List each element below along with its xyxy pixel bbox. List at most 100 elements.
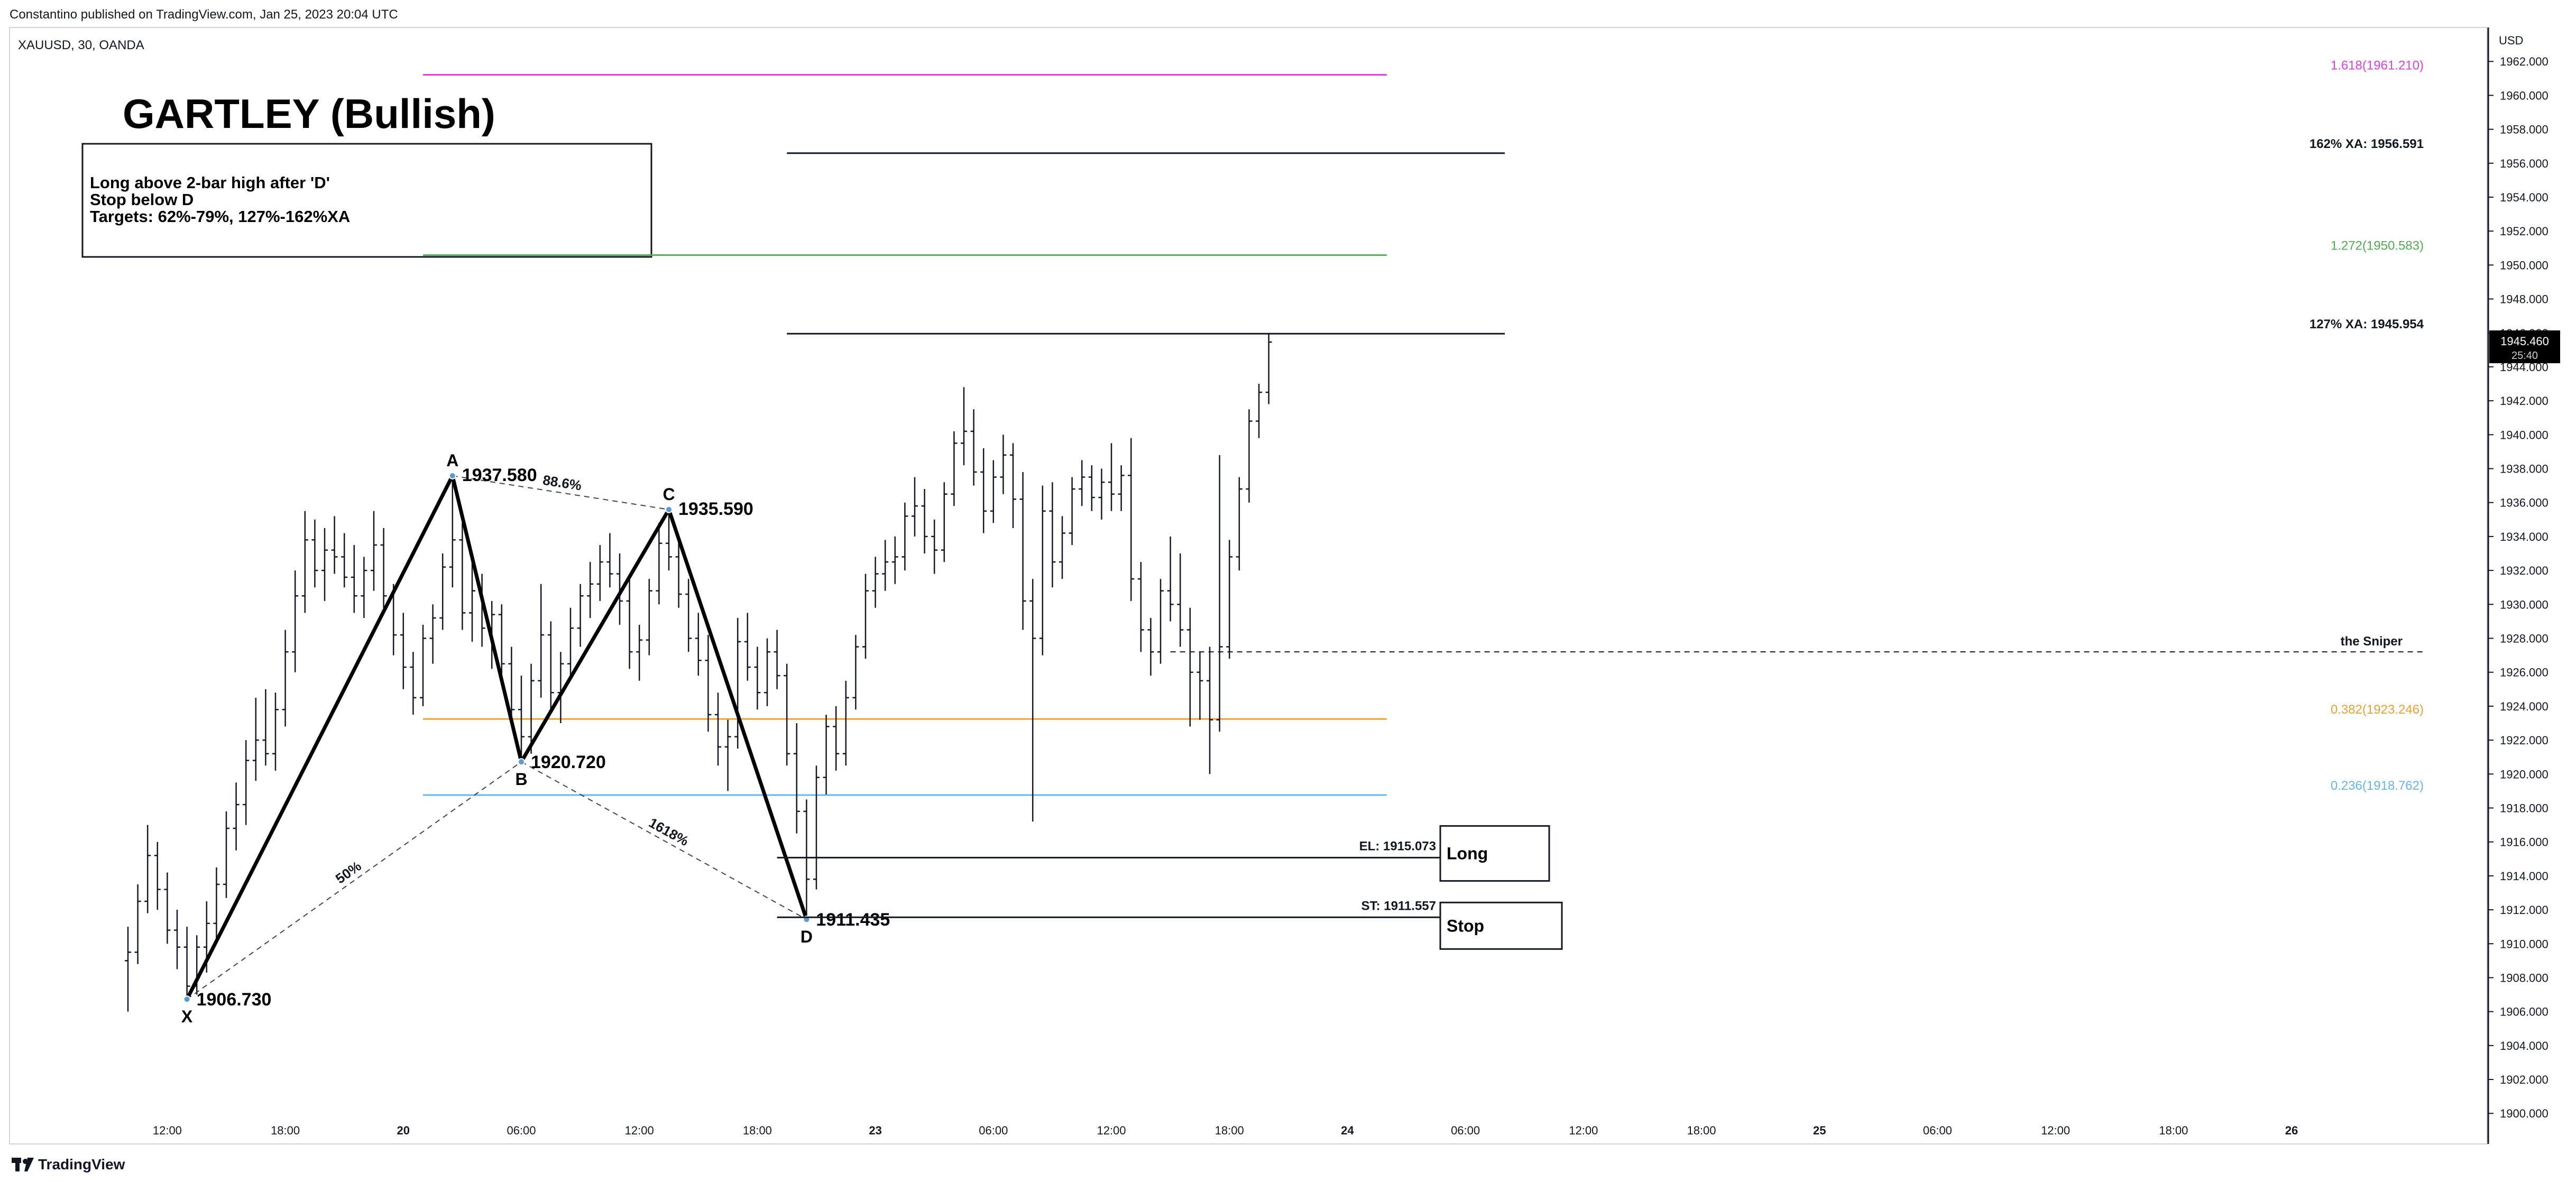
chart-title: GARTLEY (Bullish) — [123, 90, 495, 137]
y-tick-label: 1950.000 — [2500, 258, 2549, 272]
currency-label: USD — [2499, 34, 2523, 47]
logo-mark-slash — [24, 1158, 34, 1171]
y-tick-label: 1908.000 — [2500, 971, 2549, 984]
pivot-point — [448, 472, 456, 480]
ratio-label: 50% — [333, 858, 364, 887]
tradingview-logo: TradingView — [12, 1156, 125, 1172]
y-tick-label: 1902.000 — [2500, 1073, 2549, 1086]
y-tick-label: 1958.000 — [2500, 123, 2549, 136]
pivot-letter: D — [801, 927, 813, 946]
symbol-label: XAUUSD, 30, OANDA — [18, 38, 144, 52]
y-tick-label: 1936.000 — [2500, 496, 2549, 510]
x-tick-label: 23 — [869, 1124, 881, 1137]
y-tick-label: 1906.000 — [2500, 1005, 2549, 1019]
pivot-value: 1937.580 — [462, 465, 537, 485]
x-tick-label: 24 — [1341, 1124, 1354, 1137]
x-tick-label: 25 — [1813, 1124, 1826, 1137]
y-tick-label: 1942.000 — [2500, 394, 2549, 408]
pivot-letter: C — [663, 485, 675, 504]
y-tick-label: 1938.000 — [2500, 463, 2549, 476]
level-label: 0.236(1918.762) — [2331, 779, 2424, 793]
entry-box-label: Long — [1447, 844, 1488, 863]
x-tick-label: 18:00 — [2159, 1124, 2188, 1137]
note-box[interactable] — [81, 143, 652, 258]
note-line-2: Stop below D — [90, 190, 194, 209]
y-tick-label: 1934.000 — [2500, 530, 2549, 543]
y-tick-label: 1924.000 — [2500, 700, 2549, 713]
footer-brand: TradingView — [38, 1156, 125, 1172]
y-tick-label: 1956.000 — [2500, 157, 2549, 170]
y-tick-label: 1922.000 — [2500, 734, 2549, 747]
x-tick-label: 12:00 — [625, 1124, 654, 1137]
pattern-leg — [519, 507, 671, 764]
x-tick-label: 06:00 — [979, 1124, 1008, 1137]
level-label: 162% XA: 1956.591 — [2310, 137, 2424, 151]
y-tick-label: 1928.000 — [2500, 632, 2549, 645]
x-tick-label: 18:00 — [743, 1124, 772, 1137]
stop-box-label: Stop — [1447, 916, 1484, 935]
x-tick-label: 20 — [397, 1124, 410, 1137]
trade-annotations: EL: 1915.073 Long ST: 1911.557 Stop the Snip… — [777, 634, 2424, 950]
y-tick-label: 1932.000 — [2500, 564, 2549, 577]
last-price-countdown: 25:40 — [2511, 350, 2538, 362]
level-label: 127% XA: 1945.954 — [2310, 317, 2424, 331]
note-line-3: Targets: 62%-79%, 127%-162%XA — [90, 207, 350, 226]
x-tick-label: 06:00 — [507, 1124, 536, 1137]
entry-box — [1439, 825, 1550, 882]
x-tick-label: 06:00 — [1923, 1124, 1952, 1137]
x-axis: 12:00 18:00 20 06:00 12:00 18:00 23 06:00 12:00 1… — [153, 1124, 2298, 1137]
sniper-label: the Sniper — [2341, 634, 2403, 649]
last-price-marker: 1945.460 25:40 — [2489, 330, 2560, 364]
pattern-leg — [667, 507, 808, 921]
pivot-letter: A — [446, 451, 458, 470]
pivot-value: 1906.730 — [197, 990, 272, 1010]
pivot-value: 1911.435 — [816, 910, 890, 930]
stop-box — [1439, 901, 1563, 950]
pivot-letter: B — [515, 770, 527, 789]
x-tick-label: 12:00 — [1569, 1124, 1598, 1137]
y-tick-label: 1926.000 — [2500, 666, 2549, 679]
pivot-point — [183, 995, 191, 1003]
level-label: 0.382(1923.246) — [2331, 703, 2424, 717]
pivot-letter: X — [181, 1007, 193, 1026]
ratio-line — [187, 761, 522, 1000]
x-tick-label: 18:00 — [271, 1124, 300, 1137]
x-tick-label: 06:00 — [1451, 1124, 1480, 1137]
y-tick-label: 1954.000 — [2500, 191, 2549, 204]
note-line-1: Long above 2-bar high after 'D' — [90, 173, 330, 192]
ratio-line — [521, 761, 807, 920]
y-tick-label: 1952.000 — [2500, 225, 2549, 238]
stop-label: ST: 1911.557 — [1361, 899, 1436, 913]
y-tick-label: 1948.000 — [2500, 293, 2549, 306]
y-tick-label: 1904.000 — [2500, 1039, 2549, 1052]
x-tick-label: 12:00 — [2041, 1124, 2070, 1137]
y-tick-label: 1912.000 — [2500, 903, 2549, 917]
pattern-leg — [450, 474, 523, 764]
ratio-line — [452, 475, 669, 510]
y-axis: 1900.000 1902.000 1904.000 1906.000 1908.000… — [2488, 55, 2549, 1120]
level-label: 1.618(1961.210) — [2331, 59, 2424, 73]
pivot-point — [665, 505, 673, 513]
x-tick-label: 18:00 — [1687, 1124, 1716, 1137]
entry-label: EL: 1915.073 — [1359, 839, 1436, 853]
pivot-point — [518, 758, 525, 766]
gartley-pattern: 88.6%50%1618%X1906.730A1937.580B1920.720… — [181, 451, 890, 1026]
y-tick-label: 1940.000 — [2500, 428, 2549, 441]
logo-mark-stem — [15, 1158, 20, 1171]
level-label: 1.272(1950.583) — [2331, 239, 2424, 253]
ratio-label: 1618% — [646, 815, 691, 849]
y-tick-label: 1918.000 — [2500, 801, 2549, 815]
plot-frame — [9, 27, 2488, 1144]
ohlc-bars — [125, 333, 1272, 1012]
x-tick-label: 12:00 — [1097, 1124, 1126, 1137]
pivot-value: 1935.590 — [678, 499, 753, 519]
y-tick-label: 1916.000 — [2500, 836, 2549, 849]
y-tick-label: 1930.000 — [2500, 598, 2549, 611]
pattern-leg — [185, 474, 455, 1001]
last-price-badge — [2489, 330, 2560, 364]
y-tick-label: 1920.000 — [2500, 768, 2549, 781]
pivot-value: 1920.720 — [531, 752, 606, 772]
y-tick-label: 1962.000 — [2500, 55, 2549, 68]
publish-info: Constantino published on TradingView.com… — [10, 7, 398, 22]
